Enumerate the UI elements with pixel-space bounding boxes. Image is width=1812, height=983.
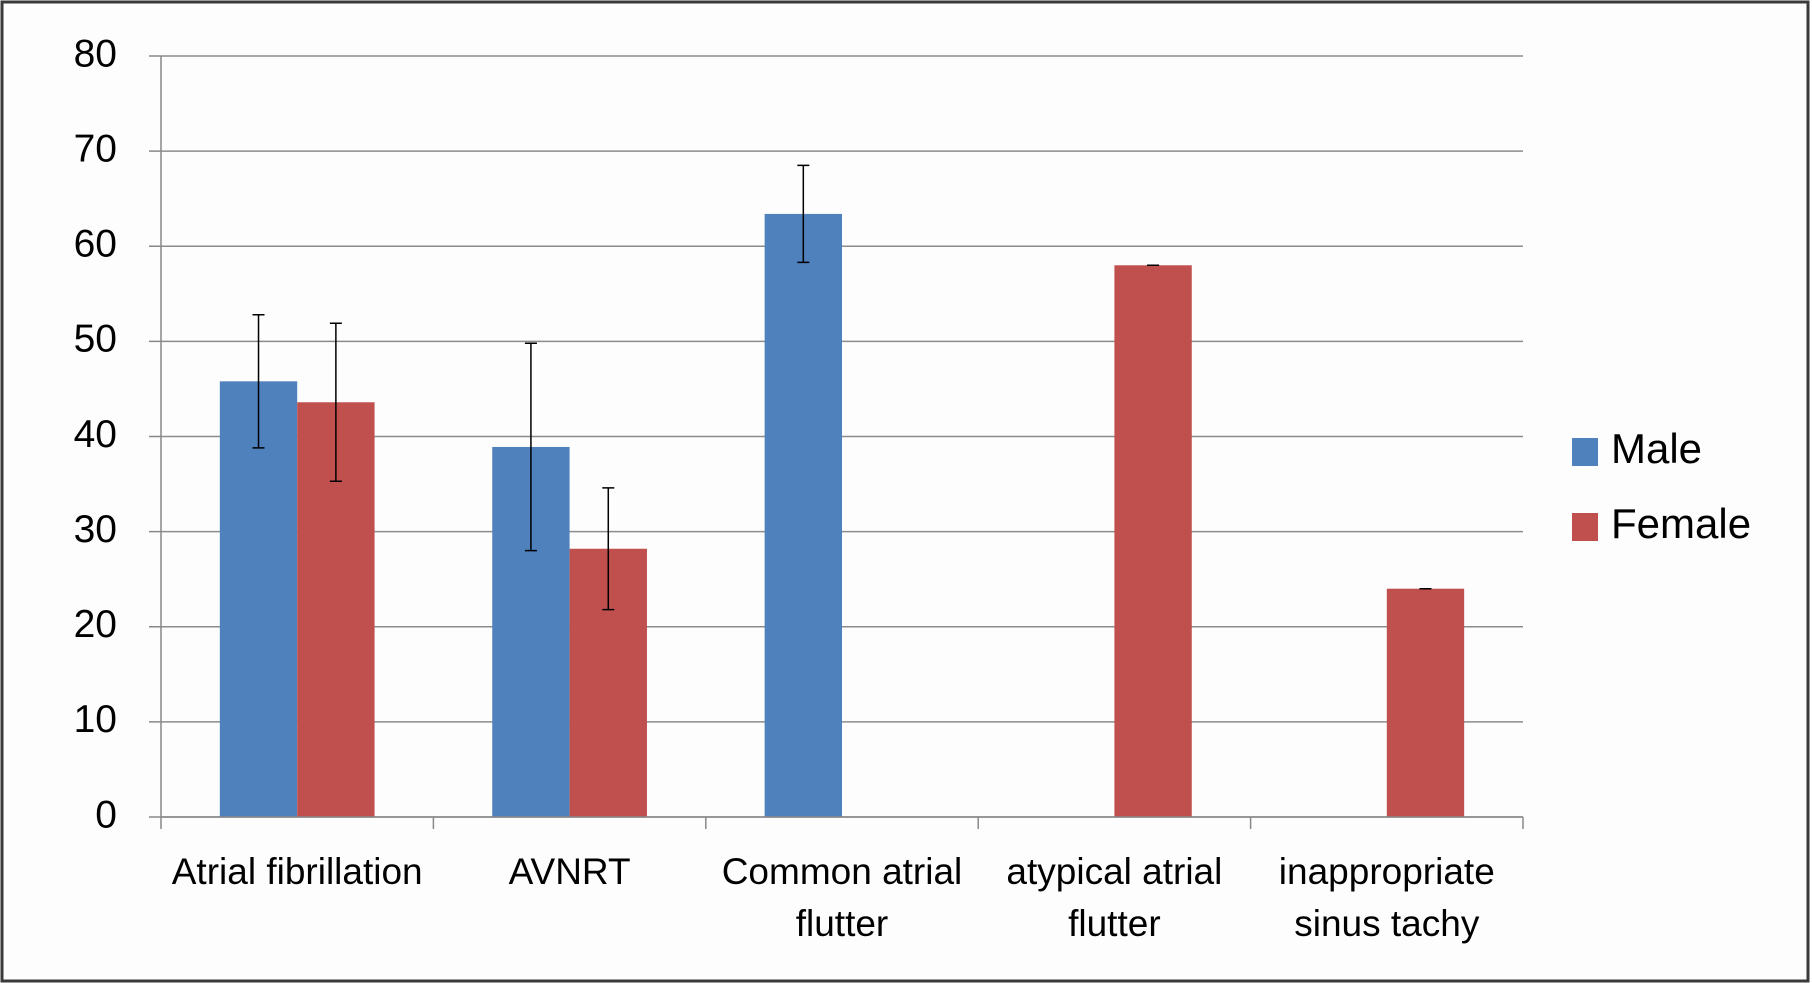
legend-label: Male [1611, 425, 1702, 472]
bar [764, 213, 842, 818]
y-tick-label: 70 [74, 127, 117, 170]
x-tick-label: Atrial fibrillation [171, 851, 423, 892]
y-tick-label: 40 [74, 413, 117, 456]
legend-swatch [1572, 438, 1598, 466]
error-bar [797, 164, 810, 264]
error-bar [524, 342, 537, 552]
x-tick-label: atypical atrial flutter [1006, 851, 1223, 944]
y-tick-label: 50 [74, 318, 117, 361]
legend-swatch [1572, 513, 1598, 541]
y-tick-label: 30 [74, 508, 117, 551]
bar [1114, 265, 1192, 817]
y-tick-label: 20 [74, 603, 117, 646]
error-bar [252, 313, 265, 449]
y-tick-label: 80 [74, 32, 117, 75]
error-bar [329, 322, 342, 482]
error-bar [602, 487, 615, 611]
bar [1386, 588, 1465, 817]
y-tick-label: 10 [74, 698, 117, 741]
x-tick-label: inappropriate sinus tachy [1278, 851, 1495, 944]
x-tick-label: Common atrial flutter [721, 851, 963, 944]
legend-label: Female [1611, 500, 1751, 547]
y-tick-label: 0 [95, 793, 117, 836]
y-tick-label: 60 [74, 223, 117, 266]
bar [219, 381, 298, 817]
x-tick-label: AVNRT [508, 851, 631, 892]
